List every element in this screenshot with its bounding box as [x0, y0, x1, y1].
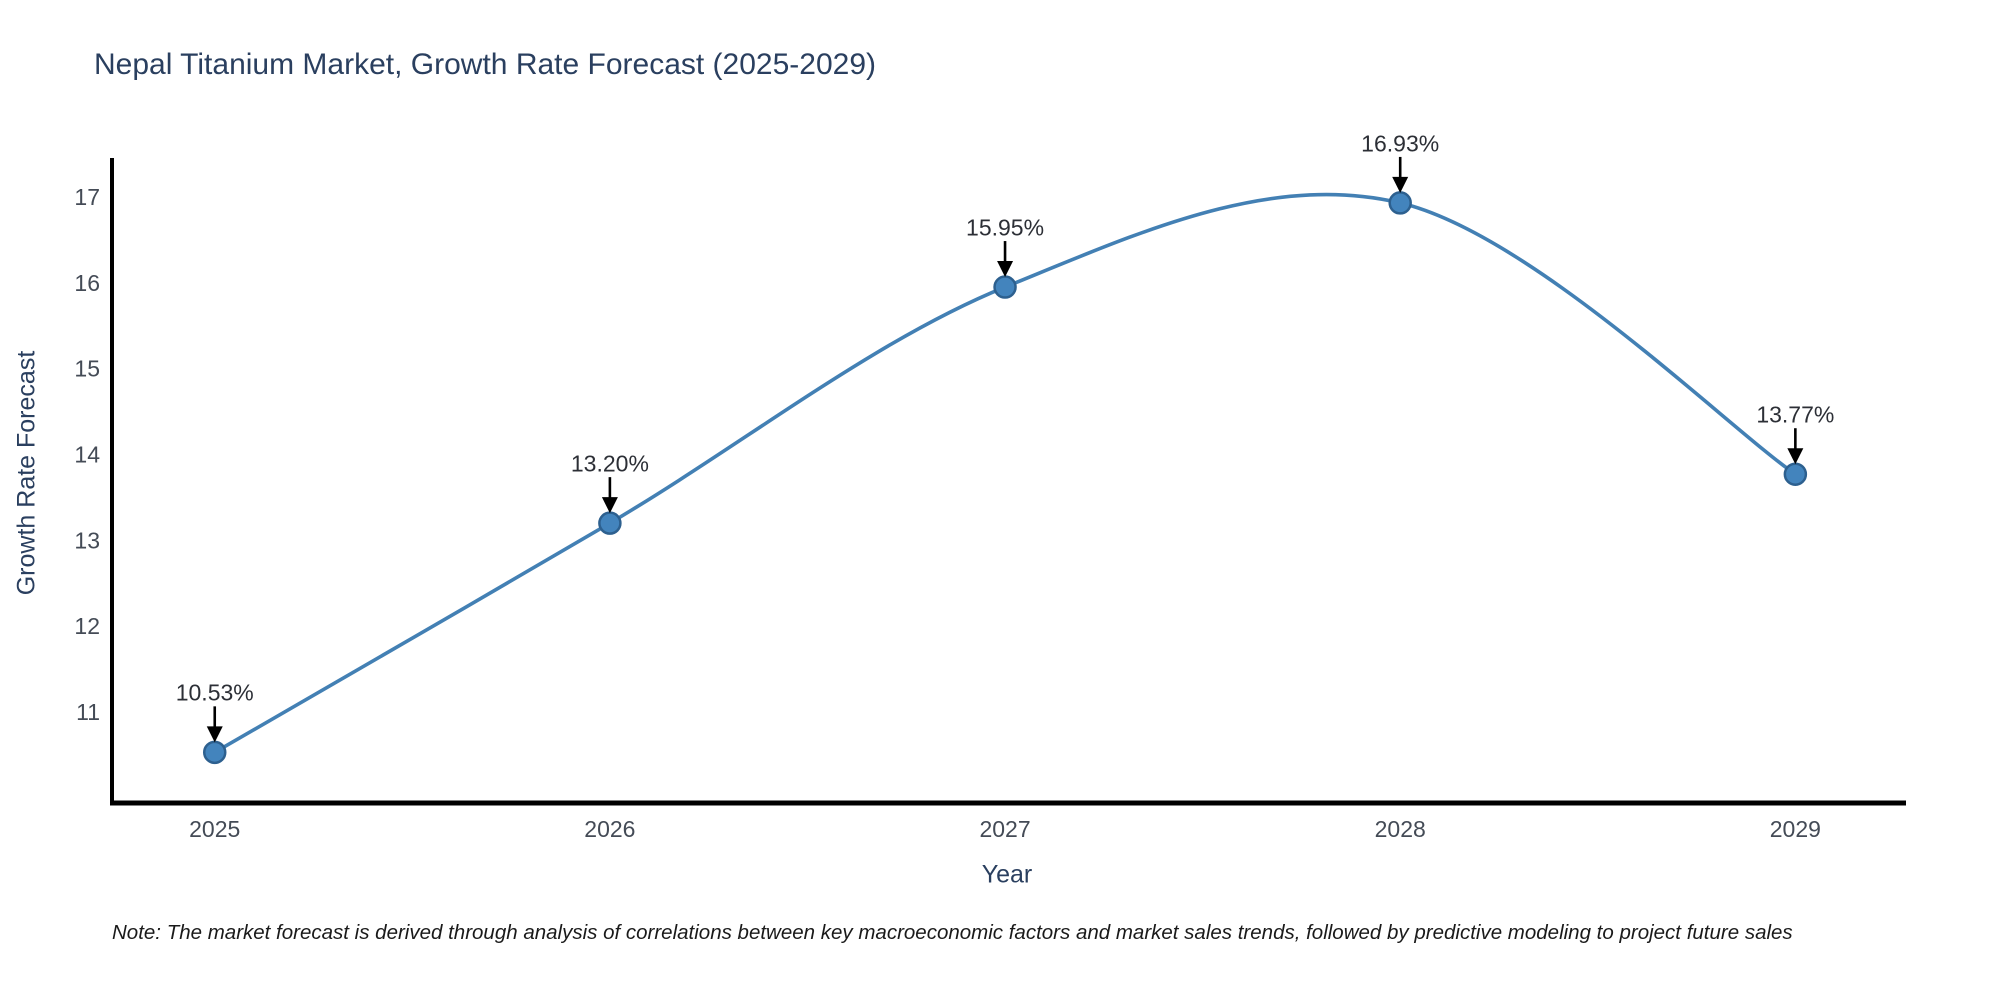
footnote: Note: The market forecast is derived thr…: [112, 921, 1793, 944]
data-point-marker: [1388, 191, 1412, 215]
x-tick-label: 2028: [1375, 816, 1426, 842]
annotation-arrow-head: [1787, 448, 1804, 465]
x-tick-label: 2026: [584, 816, 635, 842]
y-tick-label: 16: [74, 270, 100, 296]
point-annotation: 13.20%: [570, 450, 649, 477]
point-annotation: 10.53%: [175, 679, 254, 706]
y-tick-label: 13: [74, 527, 100, 553]
annotation-arrow-head: [997, 261, 1014, 278]
y-tick-label: 12: [74, 613, 100, 639]
annotation-arrow-head: [1392, 176, 1409, 193]
y-tick-label: 14: [74, 441, 100, 467]
data-point-marker: [202, 740, 227, 765]
y-axis-title: Growth Rate Forecast: [12, 350, 41, 596]
y-tick-label: 17: [74, 184, 100, 210]
point-annotation: 13.77%: [1756, 401, 1835, 428]
point-annotation: 16.93%: [1361, 130, 1440, 157]
y-tick-label: 11: [76, 699, 100, 725]
y-tick-label: 15: [74, 356, 100, 382]
annotation-arrow-head: [206, 726, 223, 743]
point-annotation: 15.95%: [966, 214, 1045, 241]
x-tick-label: 2027: [979, 816, 1030, 842]
annotation-arrow-head: [601, 497, 618, 514]
data-point-marker: [598, 511, 622, 535]
x-tick-label: 2029: [1770, 816, 1821, 842]
chart-title: Nepal Titanium Market, Growth Rate Forec…: [94, 48, 877, 81]
x-tick-label: 2025: [189, 816, 240, 842]
x-axis-title: Year: [981, 860, 1033, 889]
data-point-marker: [1783, 462, 1808, 486]
data-point-marker: [993, 275, 1017, 299]
